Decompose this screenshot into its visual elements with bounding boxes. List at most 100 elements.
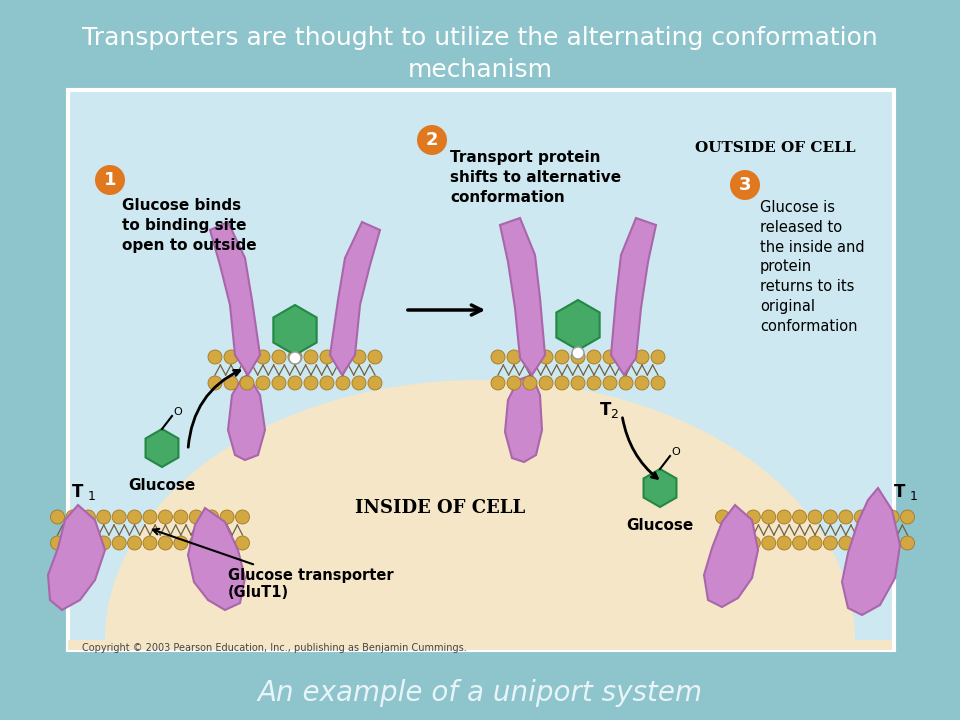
Polygon shape xyxy=(704,505,758,607)
Circle shape xyxy=(900,510,915,524)
Circle shape xyxy=(189,510,204,524)
Circle shape xyxy=(539,376,553,390)
Text: INSIDE OF CELL: INSIDE OF CELL xyxy=(355,499,525,517)
Circle shape xyxy=(587,376,601,390)
Circle shape xyxy=(304,376,318,390)
Text: Glucose is
released to
the inside and
protein
returns to its
original
conformati: Glucose is released to the inside and pr… xyxy=(760,200,865,334)
Circle shape xyxy=(97,536,110,550)
Circle shape xyxy=(256,376,270,390)
Circle shape xyxy=(320,376,334,390)
Polygon shape xyxy=(48,505,105,610)
Circle shape xyxy=(761,510,776,524)
Text: O: O xyxy=(672,447,681,457)
Circle shape xyxy=(603,350,617,364)
Polygon shape xyxy=(188,508,245,610)
Text: Glucose: Glucose xyxy=(129,478,196,493)
Circle shape xyxy=(885,510,900,524)
Circle shape xyxy=(900,536,915,550)
Circle shape xyxy=(368,350,382,364)
Circle shape xyxy=(715,510,730,524)
Circle shape xyxy=(272,376,286,390)
Circle shape xyxy=(208,376,222,390)
Text: 3: 3 xyxy=(739,176,752,194)
Circle shape xyxy=(491,376,505,390)
Circle shape xyxy=(778,510,791,524)
Polygon shape xyxy=(146,429,179,467)
Circle shape xyxy=(220,510,234,524)
Circle shape xyxy=(746,510,760,524)
Circle shape xyxy=(824,510,837,524)
Circle shape xyxy=(507,350,521,364)
Circle shape xyxy=(174,536,188,550)
Circle shape xyxy=(730,170,760,200)
Circle shape xyxy=(651,350,665,364)
Circle shape xyxy=(174,510,188,524)
Polygon shape xyxy=(643,469,677,507)
Circle shape xyxy=(555,350,569,364)
Text: An example of a uniport system: An example of a uniport system xyxy=(257,679,703,707)
Circle shape xyxy=(619,350,633,364)
Circle shape xyxy=(778,536,791,550)
Circle shape xyxy=(731,536,745,550)
Text: T: T xyxy=(600,401,612,419)
Polygon shape xyxy=(505,375,542,462)
Text: O: O xyxy=(174,407,182,417)
Circle shape xyxy=(870,536,883,550)
Circle shape xyxy=(352,376,366,390)
Text: 1: 1 xyxy=(910,490,918,503)
Circle shape xyxy=(51,510,64,524)
Polygon shape xyxy=(210,222,260,375)
Circle shape xyxy=(555,376,569,390)
Circle shape xyxy=(839,510,852,524)
Circle shape xyxy=(272,350,286,364)
Circle shape xyxy=(240,350,254,364)
Polygon shape xyxy=(68,380,892,650)
Circle shape xyxy=(66,536,80,550)
Circle shape xyxy=(112,536,126,550)
Text: T: T xyxy=(72,483,84,501)
Circle shape xyxy=(635,376,649,390)
Circle shape xyxy=(143,510,157,524)
Circle shape xyxy=(224,350,238,364)
Circle shape xyxy=(158,536,173,550)
Circle shape xyxy=(235,510,250,524)
Circle shape xyxy=(204,510,219,524)
Circle shape xyxy=(288,350,302,364)
Circle shape xyxy=(66,510,80,524)
Polygon shape xyxy=(611,218,656,375)
Circle shape xyxy=(571,376,585,390)
Circle shape xyxy=(523,350,537,364)
Circle shape xyxy=(635,350,649,364)
Circle shape xyxy=(128,536,141,550)
Circle shape xyxy=(368,376,382,390)
Circle shape xyxy=(143,536,157,550)
Text: T: T xyxy=(895,483,905,501)
Circle shape xyxy=(97,510,110,524)
Circle shape xyxy=(256,350,270,364)
Circle shape xyxy=(82,510,95,524)
Circle shape xyxy=(870,510,883,524)
Text: Copyright © 2003 Pearson Education, Inc., publishing as Benjamin Cummings.: Copyright © 2003 Pearson Education, Inc.… xyxy=(82,643,467,653)
Circle shape xyxy=(491,350,505,364)
Circle shape xyxy=(854,510,868,524)
Text: OUTSIDE OF CELL: OUTSIDE OF CELL xyxy=(695,141,855,155)
Circle shape xyxy=(95,165,125,195)
Circle shape xyxy=(885,536,900,550)
Circle shape xyxy=(539,350,553,364)
Text: Transporters are thought to utilize the alternating conformation: Transporters are thought to utilize the … xyxy=(83,26,877,50)
Circle shape xyxy=(240,376,254,390)
Circle shape xyxy=(304,350,318,364)
Text: 2: 2 xyxy=(425,131,439,149)
Circle shape xyxy=(808,536,822,550)
Circle shape xyxy=(619,376,633,390)
Text: Glucose binds
to binding site
open to outside: Glucose binds to binding site open to ou… xyxy=(122,198,256,253)
Circle shape xyxy=(336,376,350,390)
Text: 1: 1 xyxy=(104,171,116,189)
Circle shape xyxy=(235,536,250,550)
Circle shape xyxy=(839,536,852,550)
Circle shape xyxy=(220,536,234,550)
Polygon shape xyxy=(557,300,600,350)
Circle shape xyxy=(289,352,301,364)
Circle shape xyxy=(715,536,730,550)
Circle shape xyxy=(112,510,126,524)
